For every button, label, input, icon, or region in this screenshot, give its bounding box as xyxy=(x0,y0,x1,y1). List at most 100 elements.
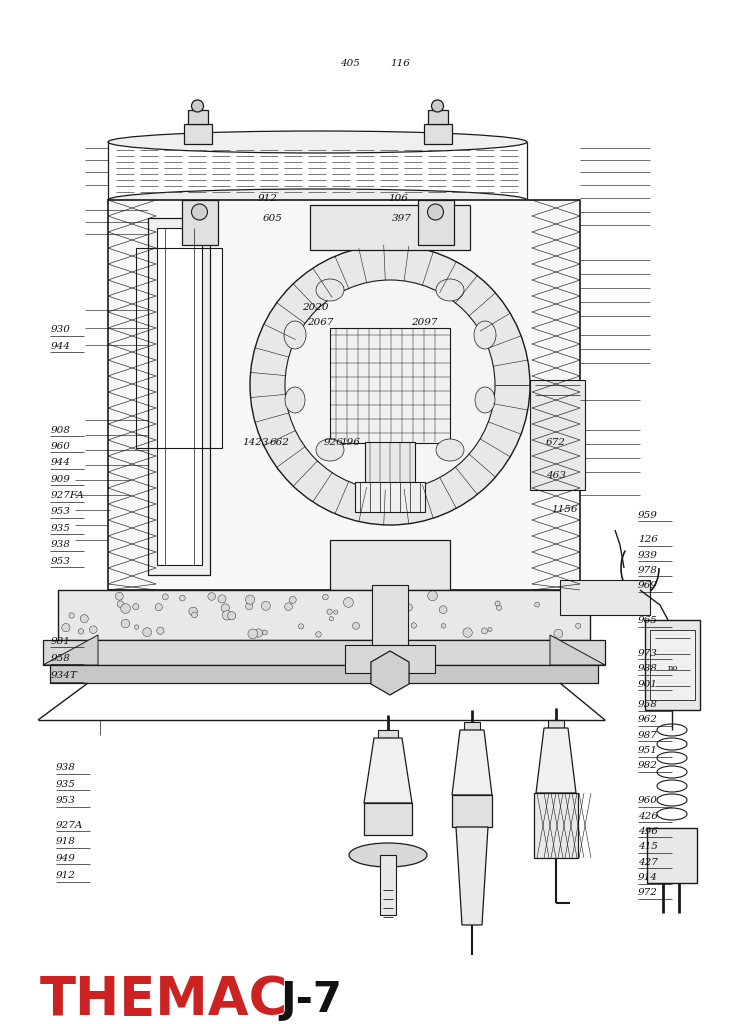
Circle shape xyxy=(115,592,124,600)
Circle shape xyxy=(192,204,207,220)
Polygon shape xyxy=(371,651,409,695)
Ellipse shape xyxy=(436,439,464,461)
Circle shape xyxy=(78,629,84,634)
Text: 960: 960 xyxy=(638,797,658,805)
Text: 959: 959 xyxy=(638,511,658,519)
Circle shape xyxy=(428,204,443,220)
Text: 988: 988 xyxy=(638,665,658,673)
Bar xyxy=(650,630,695,700)
Circle shape xyxy=(334,610,338,614)
Bar xyxy=(464,722,480,730)
Text: 405: 405 xyxy=(340,59,360,68)
Bar xyxy=(50,665,598,683)
Circle shape xyxy=(440,606,447,613)
Bar xyxy=(428,110,448,124)
Text: 2020: 2020 xyxy=(302,303,329,311)
Circle shape xyxy=(406,604,412,611)
Ellipse shape xyxy=(285,387,305,413)
Text: 951: 951 xyxy=(638,746,658,755)
Circle shape xyxy=(298,624,303,629)
Text: 944: 944 xyxy=(50,459,70,467)
Text: 927FA: 927FA xyxy=(50,492,84,500)
Bar xyxy=(330,328,450,443)
Circle shape xyxy=(192,612,198,617)
Bar xyxy=(417,200,454,245)
Circle shape xyxy=(121,620,130,628)
Circle shape xyxy=(263,630,267,635)
Text: 927A: 927A xyxy=(56,821,83,829)
Circle shape xyxy=(117,601,124,607)
Circle shape xyxy=(373,599,378,604)
Bar xyxy=(310,205,470,250)
Circle shape xyxy=(554,629,562,638)
Polygon shape xyxy=(364,738,412,803)
Circle shape xyxy=(396,598,404,606)
Bar xyxy=(560,580,650,615)
Circle shape xyxy=(132,603,139,609)
Text: 415: 415 xyxy=(638,843,658,851)
Text: 972: 972 xyxy=(638,889,658,897)
Text: 908: 908 xyxy=(50,426,70,434)
Text: 901: 901 xyxy=(638,680,658,688)
Circle shape xyxy=(431,100,443,112)
Ellipse shape xyxy=(284,321,306,349)
Ellipse shape xyxy=(250,245,530,525)
Text: 909: 909 xyxy=(50,475,70,483)
Circle shape xyxy=(223,610,232,621)
Text: 1156: 1156 xyxy=(551,506,578,514)
Ellipse shape xyxy=(316,439,344,461)
Circle shape xyxy=(463,628,472,637)
Text: 982: 982 xyxy=(638,762,658,770)
Circle shape xyxy=(155,603,162,610)
Text: 918: 918 xyxy=(56,838,75,846)
Bar xyxy=(647,828,697,883)
Bar xyxy=(136,248,222,449)
Circle shape xyxy=(121,604,130,613)
Circle shape xyxy=(352,623,360,630)
Polygon shape xyxy=(456,827,488,925)
Ellipse shape xyxy=(474,321,496,349)
Bar xyxy=(58,590,590,640)
Polygon shape xyxy=(452,730,492,795)
Text: 949: 949 xyxy=(56,854,75,862)
Polygon shape xyxy=(550,635,605,665)
Bar xyxy=(534,793,578,858)
Text: 935: 935 xyxy=(50,524,70,532)
Bar xyxy=(181,200,218,245)
Circle shape xyxy=(90,626,97,634)
Circle shape xyxy=(218,595,226,603)
Text: 605: 605 xyxy=(263,214,283,222)
Circle shape xyxy=(261,601,270,610)
Circle shape xyxy=(378,600,383,604)
Circle shape xyxy=(411,623,417,628)
Circle shape xyxy=(289,596,296,603)
Circle shape xyxy=(192,100,204,112)
Circle shape xyxy=(255,629,263,637)
Text: 944: 944 xyxy=(50,342,70,350)
Bar xyxy=(364,803,412,835)
Text: 969: 969 xyxy=(638,582,658,590)
Circle shape xyxy=(285,603,292,610)
Text: 1423: 1423 xyxy=(243,438,269,446)
Text: 939: 939 xyxy=(638,551,658,559)
Bar xyxy=(157,228,202,565)
Circle shape xyxy=(373,630,377,634)
Circle shape xyxy=(488,628,492,632)
Bar xyxy=(187,110,207,124)
Bar xyxy=(108,200,580,590)
Text: 196: 196 xyxy=(340,438,360,446)
Circle shape xyxy=(495,601,500,606)
Bar xyxy=(645,620,700,710)
Circle shape xyxy=(180,595,185,601)
Text: 958: 958 xyxy=(50,654,70,663)
Circle shape xyxy=(576,624,581,629)
Text: 496: 496 xyxy=(638,827,658,836)
Bar xyxy=(365,442,415,482)
Bar xyxy=(380,855,396,915)
Circle shape xyxy=(80,614,88,623)
Text: 960: 960 xyxy=(50,442,70,451)
Circle shape xyxy=(441,624,445,628)
Circle shape xyxy=(391,614,396,618)
Text: 116: 116 xyxy=(391,59,411,68)
Circle shape xyxy=(389,626,398,634)
